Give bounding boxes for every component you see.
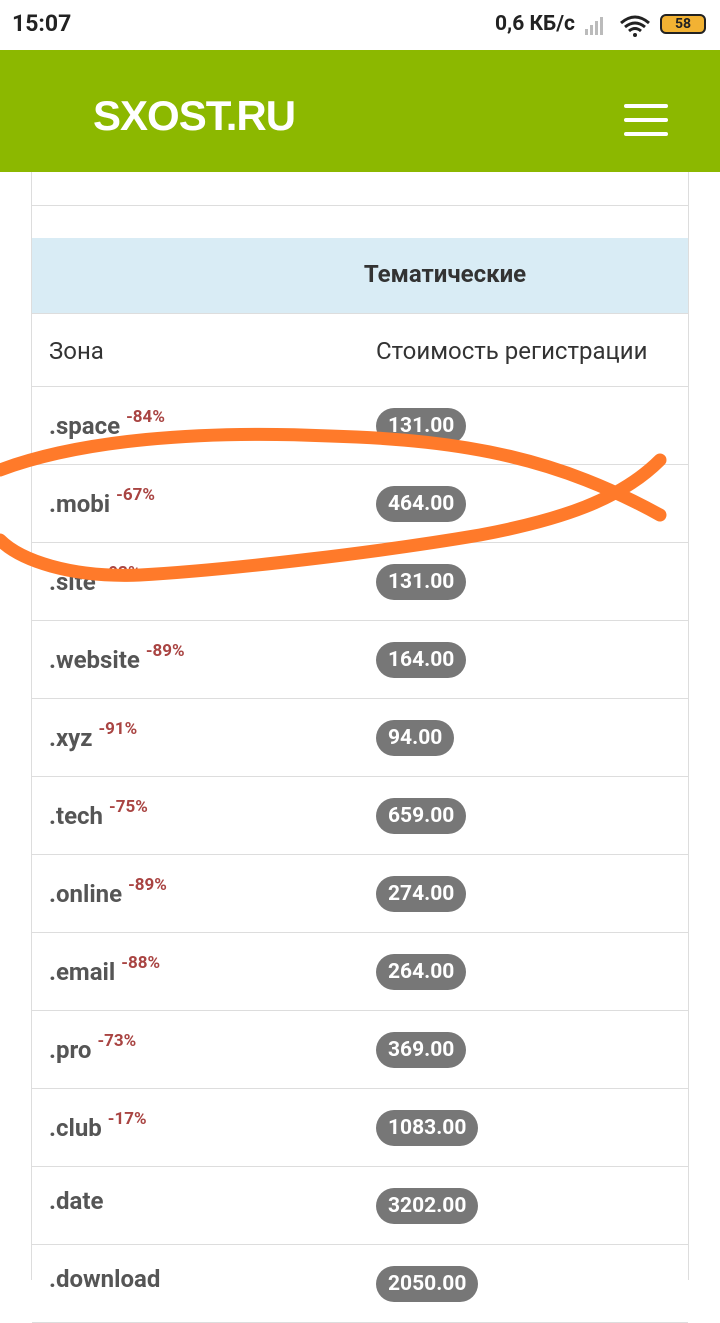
zone-label: .download — [49, 1265, 161, 1293]
site-header: SXOST.RU — [0, 50, 720, 172]
zone-name: .xyz -91% — [49, 719, 137, 752]
price-badge: 274.00 — [376, 876, 467, 912]
network-speed: 0,6 КБ/с — [495, 12, 575, 36]
section-title: Тематические — [363, 260, 527, 288]
discount: -88% — [121, 953, 161, 973]
battery: 58 — [660, 14, 706, 34]
price-badge: 2050.00 — [376, 1266, 479, 1302]
price-badge: 164.00 — [376, 642, 467, 678]
price-badge: 264.00 — [376, 954, 467, 990]
price-table: Тематические Зона Стоимость регистрации … — [31, 172, 689, 1323]
row-divider — [32, 1010, 688, 1011]
price-badge: 369.00 — [376, 1032, 467, 1068]
price-badge: 659.00 — [376, 798, 467, 834]
zone-name: .online -89% — [49, 875, 167, 908]
discount: -89% — [145, 641, 185, 661]
price-badge: 464.00 — [376, 486, 467, 522]
price-badge: 3202.00 — [376, 1188, 479, 1224]
zone-label: .email — [49, 958, 116, 986]
zone-name: .date — [49, 1187, 103, 1215]
row-divider — [32, 698, 688, 699]
site-logo[interactable]: SXOST.RU — [93, 92, 296, 139]
zone-name: .site -93% — [49, 563, 141, 596]
zone-name: .space -84% — [49, 407, 165, 440]
zone-label: .xyz — [49, 724, 93, 752]
discount: -89% — [128, 875, 167, 895]
zone-name: .download — [49, 1265, 160, 1293]
section-header: Тематические — [32, 238, 688, 313]
zone-label: .club — [49, 1114, 102, 1142]
status-time: 15:07 — [12, 10, 72, 37]
discount: -93% — [101, 563, 141, 583]
zone-name: .website -89% — [49, 641, 185, 674]
row-divider — [32, 1088, 688, 1089]
zone-name: .tech -75% — [49, 797, 148, 830]
price-badge: 131.00 — [376, 408, 467, 444]
zone-name: .club -17% — [49, 1109, 147, 1142]
row-divider — [32, 932, 688, 933]
row-divider — [32, 464, 688, 465]
column-header: Зона — [49, 337, 104, 365]
row-divider — [32, 1244, 688, 1245]
zone-name: .mobi -67% — [49, 485, 155, 518]
row-divider — [32, 854, 688, 855]
zone-label: .online — [49, 880, 123, 908]
discount: -84% — [126, 407, 165, 427]
row-divider — [32, 1166, 688, 1167]
row-divider — [32, 620, 688, 621]
column-header: Стоимость регистрации — [376, 337, 648, 365]
signal-icons — [585, 15, 650, 37]
price-badge: 131.00 — [376, 564, 467, 600]
zone-label: .website — [49, 646, 140, 674]
menu-button[interactable] — [614, 90, 678, 140]
discount: -17% — [107, 1109, 147, 1129]
discount: -73% — [97, 1031, 137, 1051]
zone-label: .pro — [49, 1036, 92, 1064]
price-badge: 1083.00 — [376, 1110, 479, 1146]
zone-label: .space — [49, 412, 121, 440]
discount: -67% — [116, 485, 155, 505]
discount: -75% — [109, 797, 148, 817]
discount: -91% — [98, 719, 138, 739]
row-divider — [32, 776, 688, 777]
zone-name: .email -88% — [49, 953, 160, 986]
price-badge: 94.00 — [376, 720, 455, 756]
row-divider — [32, 542, 688, 543]
zone-label: .date — [49, 1187, 104, 1215]
zone-name: .pro -73% — [49, 1031, 136, 1064]
status-bar: 15:07 0,6 КБ/с 58 — [0, 0, 720, 50]
zone-label: .mobi — [49, 490, 111, 518]
zone-label: .site — [49, 568, 96, 596]
zone-label: .tech — [49, 802, 103, 830]
